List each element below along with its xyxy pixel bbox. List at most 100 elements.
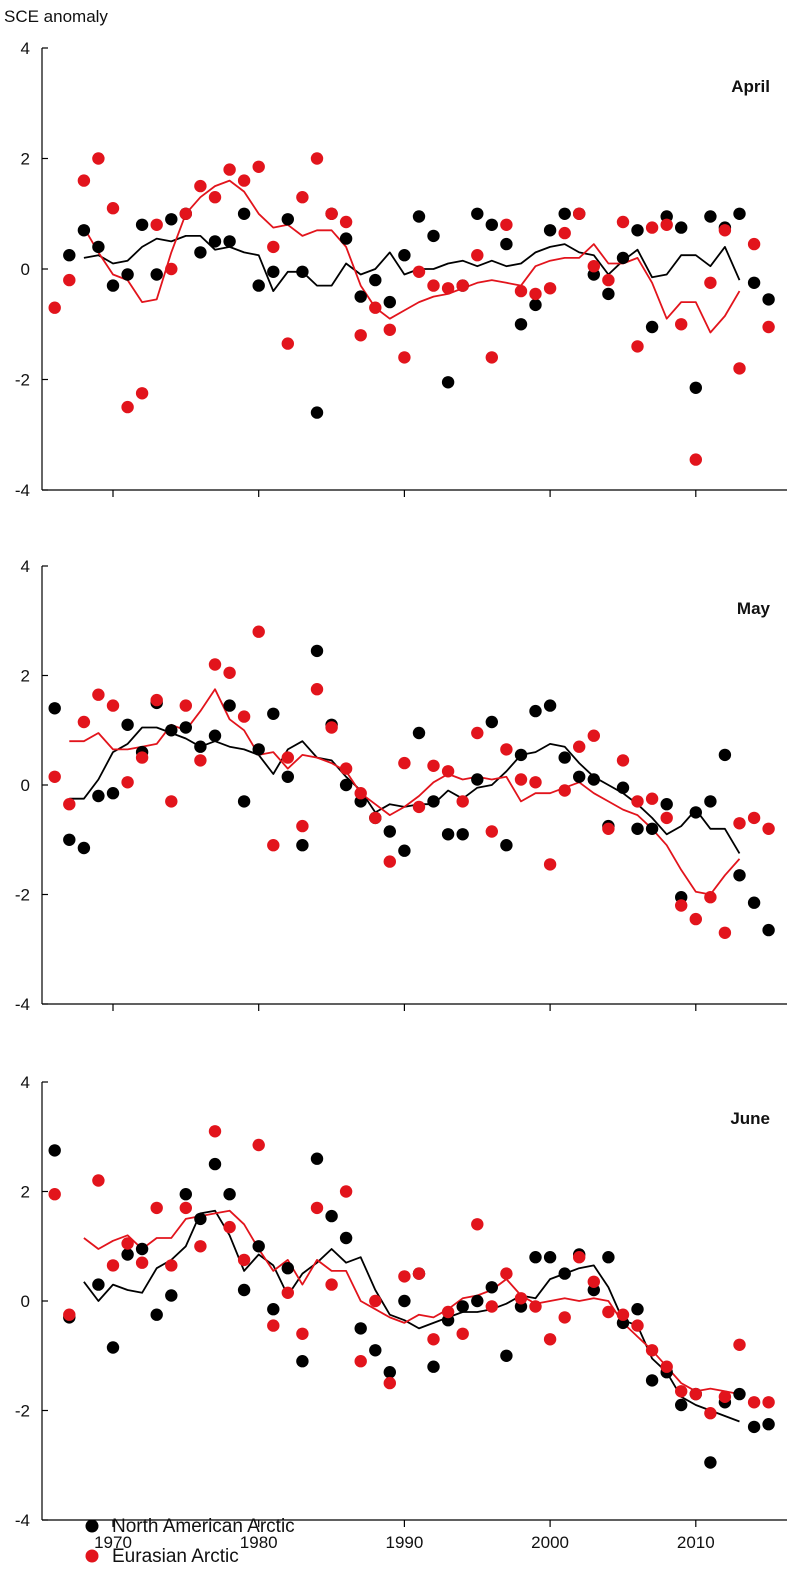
eurasian-data-point (194, 1240, 207, 1253)
y-tick-label: -2 (15, 1402, 30, 1421)
north-american-data-point (237, 207, 251, 220)
north-american-data-point (645, 320, 659, 334)
eurasian-data-point (208, 1125, 222, 1138)
north-american-data-point (747, 896, 761, 909)
north-american-data-point (500, 1349, 513, 1363)
north-american-data-point (500, 839, 513, 852)
north-american-data-point (645, 822, 659, 835)
north-american-data-point (165, 1289, 178, 1302)
north-american-data-point (471, 207, 484, 220)
eurasian-data-point (747, 811, 761, 825)
eurasian-data-point (179, 207, 192, 220)
eurasian-data-point (631, 340, 644, 353)
eurasian-data-point (121, 400, 134, 414)
eurasian-data-point (369, 301, 382, 314)
eurasian-data-point (325, 721, 338, 734)
eurasian-data-point (165, 262, 178, 276)
north-american-data-point (223, 235, 236, 248)
eurasian-data-point (165, 1259, 178, 1272)
north-american-data-point (704, 210, 717, 223)
north-american-data-point (471, 773, 484, 786)
north-american-data-point (208, 1157, 222, 1171)
eurasian-data-point (412, 265, 426, 278)
north-american-data-point (179, 1188, 192, 1201)
north-american-data-point (310, 644, 324, 658)
north-american-data-point (398, 844, 411, 857)
eurasian-data-point (48, 1188, 61, 1201)
eurasian-data-point (77, 174, 91, 187)
north-american-data-point (631, 224, 644, 237)
north-american-data-point (267, 707, 280, 720)
north-american-data-point (747, 276, 761, 289)
north-american-data-point (281, 770, 294, 783)
eurasian-data-point (645, 221, 659, 234)
y-tick-label: 0 (21, 1292, 30, 1311)
north-american-data-point (63, 249, 76, 262)
x-tick-label: 2000 (531, 1533, 569, 1552)
eurasian-data-point (689, 912, 702, 926)
north-american-data-point (718, 748, 732, 762)
eurasian-data-point (587, 729, 600, 742)
eurasian-data-point (747, 1396, 761, 1409)
eurasian-data-point (106, 1259, 120, 1272)
eurasian-data-point (223, 163, 236, 176)
eurasian-data-point (412, 800, 426, 814)
eurasian-data-point (339, 762, 353, 775)
north-american-data-point (704, 1456, 717, 1469)
eurasian-data-point (631, 1319, 644, 1332)
eurasian-data-point (63, 798, 76, 811)
north-american-data-point (77, 224, 91, 237)
eurasian-data-point (150, 1201, 163, 1215)
north-american-data-point (135, 1242, 149, 1256)
eurasian-data-point (92, 152, 105, 165)
north-american-data-point (558, 1267, 571, 1280)
north-american-data-point (252, 1240, 265, 1253)
y-tick-label: -2 (15, 886, 30, 905)
north-american-data-point (602, 287, 615, 301)
north-american-running-mean-line (83, 1209, 740, 1423)
north-american-data-point (704, 795, 717, 808)
eurasian-data-point (471, 1218, 484, 1231)
eurasian-data-point (106, 202, 120, 215)
eurasian-data-point (237, 1253, 251, 1267)
north-american-data-point (296, 1355, 309, 1368)
eurasian-data-point (675, 318, 688, 331)
eurasian-data-point (383, 855, 396, 868)
north-american-data-point (106, 279, 120, 292)
y-tick-label: -4 (15, 481, 30, 500)
eurasian-data-point (500, 743, 513, 756)
eurasian-data-point (485, 825, 498, 838)
eurasian-data-point (208, 191, 222, 204)
eurasian-data-point (543, 858, 557, 871)
eurasian-data-point (223, 666, 236, 679)
north-american-data-point (296, 265, 309, 278)
north-american-data-point (135, 218, 149, 231)
north-american-data-point (121, 268, 134, 281)
eurasian-data-point (689, 1387, 702, 1401)
eurasian-data-point (762, 822, 775, 835)
eurasian-data-point (369, 811, 382, 825)
north-american-data-point (339, 232, 353, 245)
eurasian-data-point (427, 1333, 440, 1346)
y-tick-label: 4 (21, 557, 30, 576)
eurasian-data-point (296, 191, 309, 204)
eurasian-data-point (514, 1292, 528, 1305)
north-american-data-point (485, 1281, 498, 1294)
eurasian-data-point (602, 1305, 615, 1319)
eurasian-data-point (514, 773, 528, 786)
eurasian-data-point (63, 273, 76, 287)
north-american-data-point (427, 229, 440, 243)
eurasian-data-point (252, 160, 265, 173)
north-american-data-point (223, 1188, 236, 1201)
north-american-data-point (733, 1387, 746, 1401)
eurasian-data-point (92, 1174, 105, 1187)
y-tick-label: -2 (15, 371, 30, 390)
north-american-data-point (543, 1251, 557, 1264)
north-american-data-point (543, 224, 557, 237)
eurasian-data-point (573, 207, 586, 220)
north-american-data-point (150, 268, 163, 281)
north-american-data-point (398, 1294, 411, 1308)
north-american-data-point (500, 237, 513, 251)
north-american-data-point (339, 778, 353, 792)
north-american-data-point (514, 318, 528, 331)
